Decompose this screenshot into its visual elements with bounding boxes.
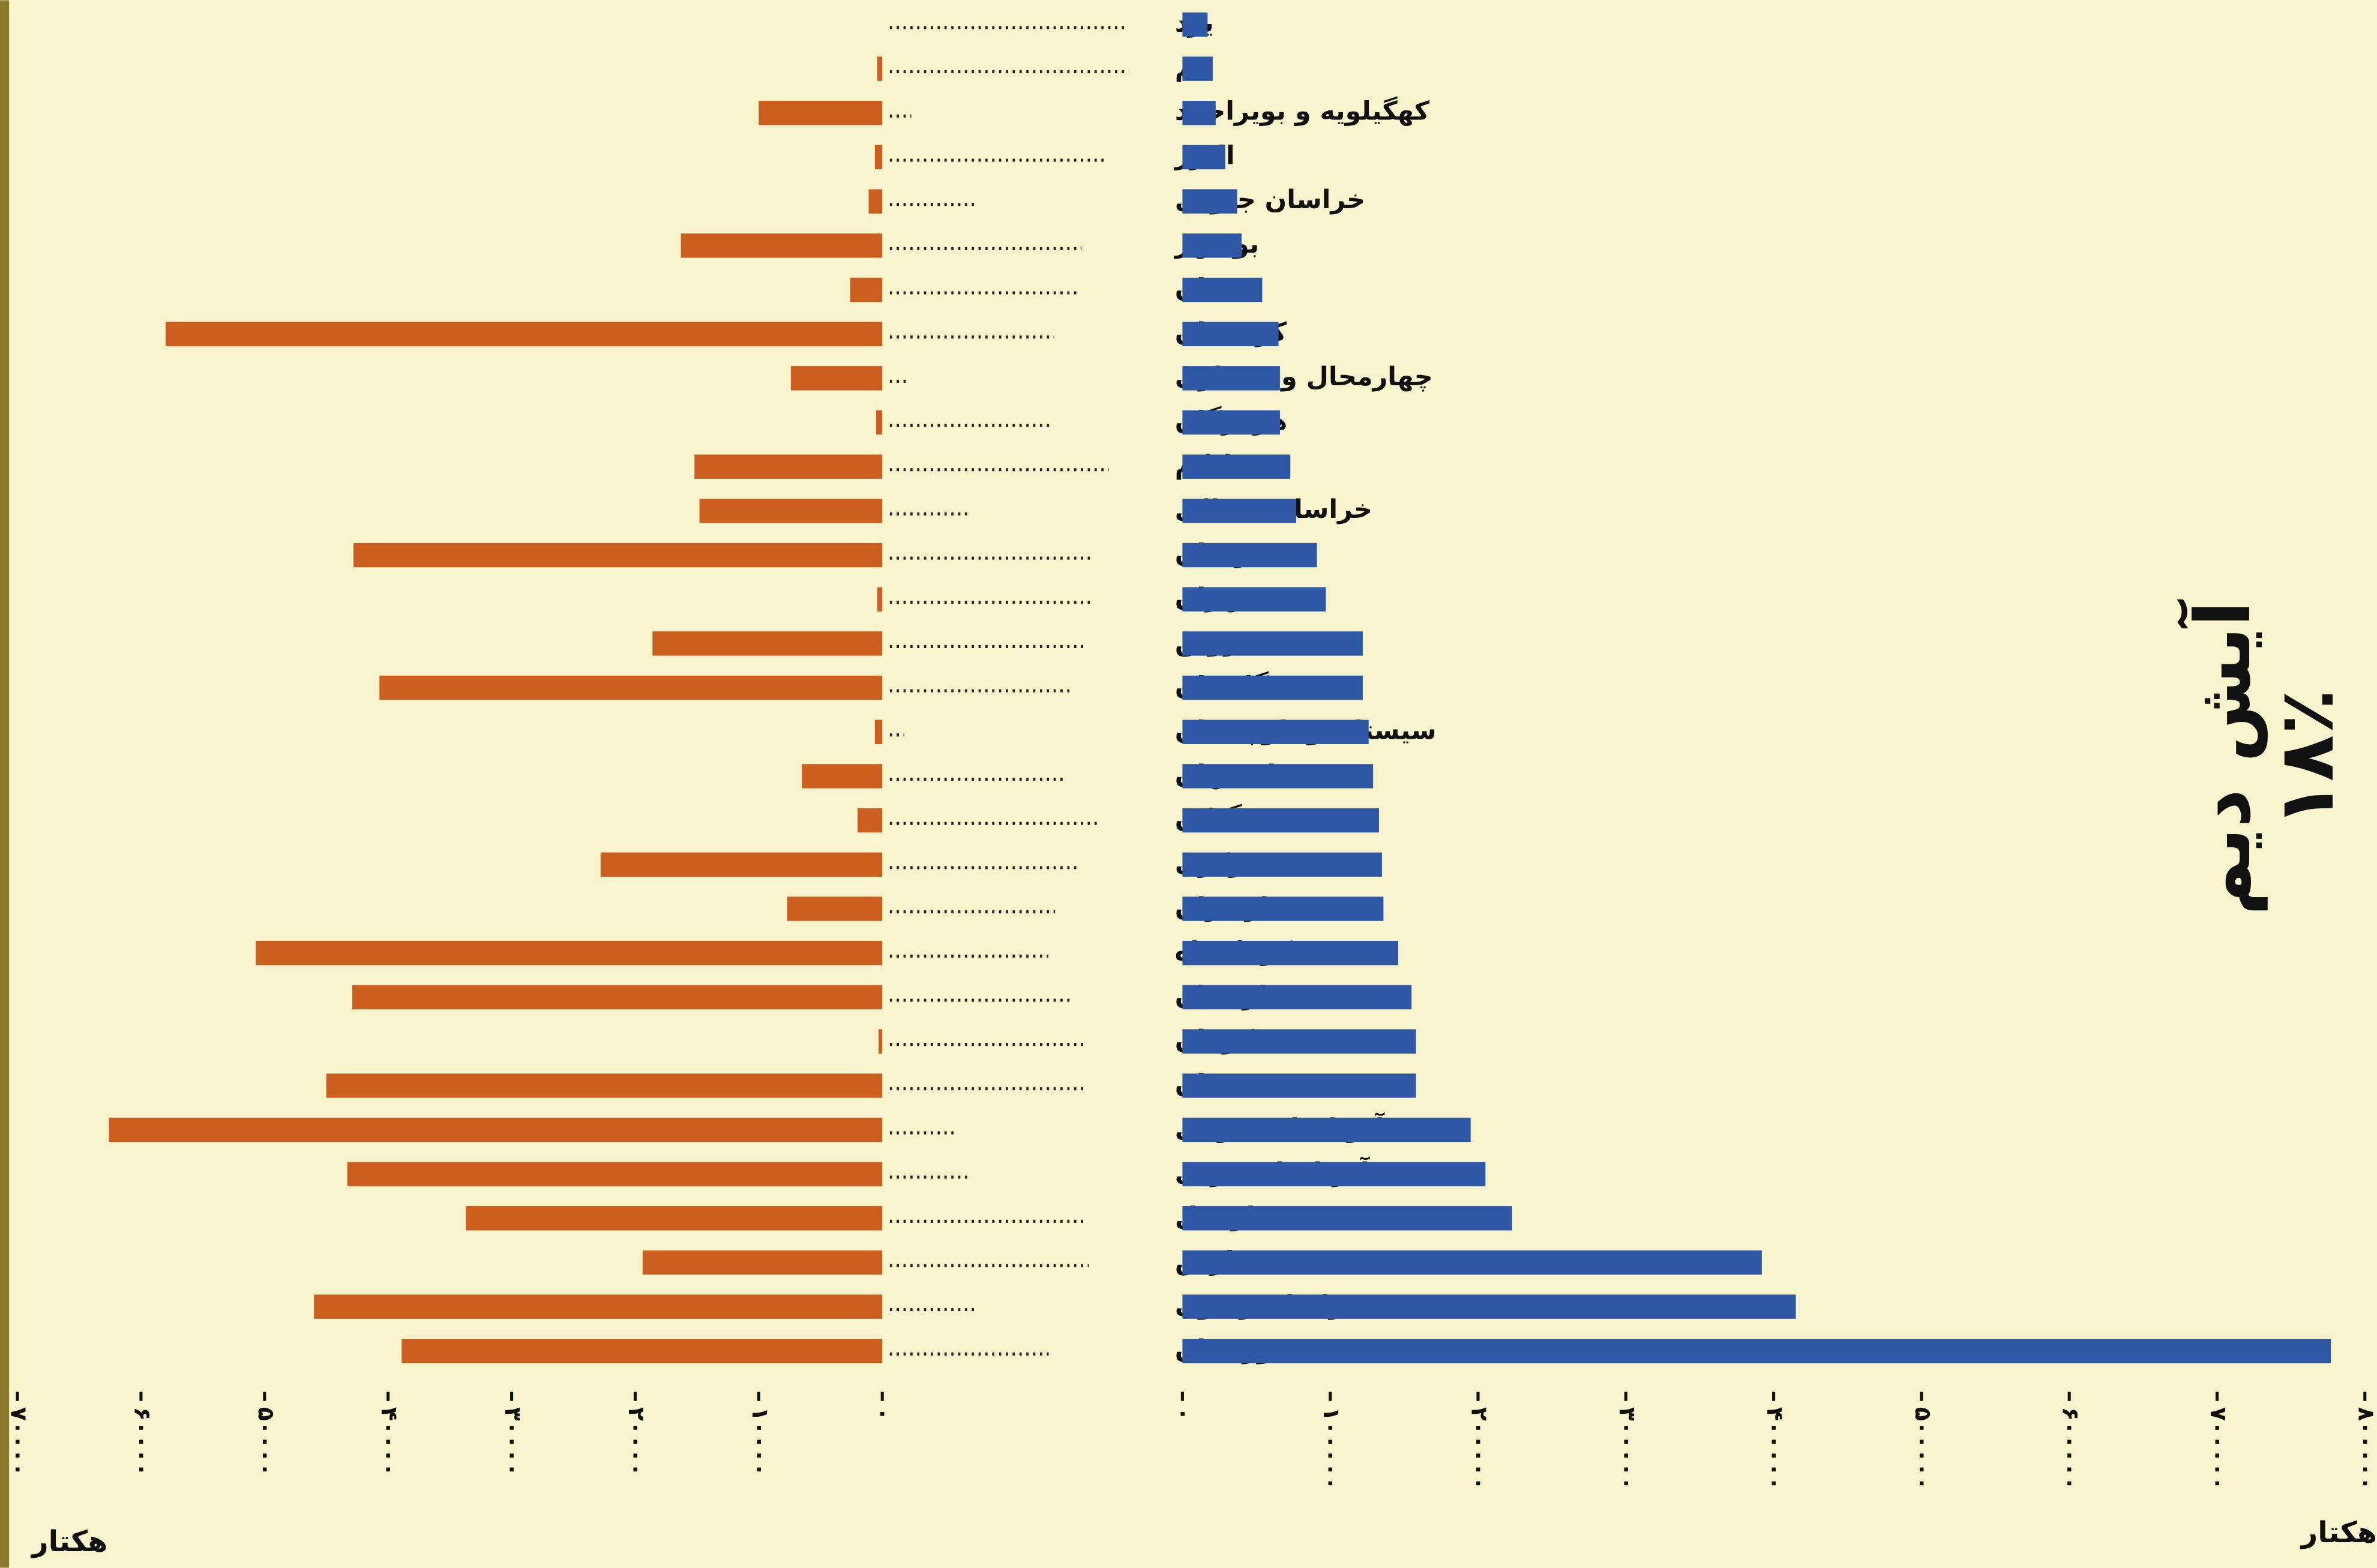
bar [790,366,883,391]
bar [1182,1073,1416,1098]
left-border [0,0,10,1568]
bar [1182,1162,1486,1186]
x-tick-label: ۴۰۰۰۰۰ [1762,1407,1788,1491]
x-tick-label: ۶۰۰۰۰ [129,1407,155,1477]
bar [681,233,883,258]
right-unit: هکتار [2300,1516,2377,1549]
bar [1182,189,1237,214]
x-tick-label: ۸۰۰۰۰۰ [2353,1407,2377,1491]
bar [326,1073,883,1098]
bar [347,1162,883,1186]
bar [759,101,883,125]
bar [874,719,883,744]
bar [466,1206,883,1231]
x-tick-label: ۳۰۰۰۰۰ [1614,1407,1641,1491]
x-tick-label: ۵۰۰۰۰ [253,1407,279,1477]
bar [600,852,883,877]
bar [1182,1339,2331,1363]
bar [1182,101,1216,125]
bar [1182,852,1382,877]
bar [401,1339,883,1363]
bar [1182,233,1242,258]
bar [1182,719,1369,744]
bar [1182,764,1374,789]
x-tick-label: ۳۰۰۰۰ [500,1407,526,1477]
bar [1182,454,1291,479]
bar [1182,1117,1471,1143]
bar [877,587,883,611]
x-tick-label: ۱۰۰۰۰۰ [1318,1407,1345,1491]
x-tick-label: ۱۰۰۰۰ [747,1407,774,1477]
bar [874,145,883,170]
bar [876,410,883,435]
annotation-value: ۱۸٪ [2262,689,2351,828]
bar [1182,1294,1796,1319]
bar [694,454,883,479]
x-tick-label: ۰ [1171,1407,1197,1421]
annotation: آیش دیم [2177,599,2268,916]
bar [1182,499,1297,523]
bar [802,764,883,789]
bar [314,1294,883,1319]
bar [1182,1206,1512,1231]
bar [1182,322,1279,346]
bar [1182,940,1398,966]
bar [1182,897,1384,921]
bar [1182,145,1225,170]
bar [353,542,883,568]
bar [1182,366,1280,391]
bar [787,897,883,921]
bar [850,277,883,302]
bar [1182,1029,1416,1054]
bar [699,499,883,523]
bar [166,322,883,346]
bar [1182,631,1363,656]
x-tick-label: ۲۰۰۰۰ [624,1407,650,1477]
bar [1182,56,1213,81]
bar [642,1250,883,1275]
bar [1182,985,1412,1010]
x-tick-label: ۵۰۰۰۰۰ [1910,1407,1936,1491]
bar [1182,587,1326,611]
bar [1182,1250,1762,1275]
bar [879,1029,883,1054]
bar [256,940,883,966]
x-tick-label: ۷۰۰۰۰۰ [2205,1407,2232,1491]
bar [652,631,883,656]
bar [1182,542,1317,568]
bar [1182,410,1280,435]
bar [1182,808,1379,833]
bar [877,56,883,81]
x-tick-label: ۷۰۰۰۰ [6,1407,32,1477]
bar [858,808,883,833]
bar [1182,12,1208,37]
x-tick-label: ۰ [871,1407,897,1421]
bar [1182,675,1363,700]
bar [1182,277,1263,302]
category-label: کهگیلویه و بویراحمد [1175,96,1429,127]
left-unit: هکتار [31,1525,107,1558]
bar [868,189,883,214]
bar [379,675,883,700]
x-tick-label: ۶۰۰۰۰۰ [2058,1407,2084,1491]
x-tick-label: ۴۰۰۰۰ [376,1407,403,1477]
bar [109,1117,883,1143]
x-tick-label: ۲۰۰۰۰۰ [1466,1407,1492,1491]
bar [352,985,883,1010]
